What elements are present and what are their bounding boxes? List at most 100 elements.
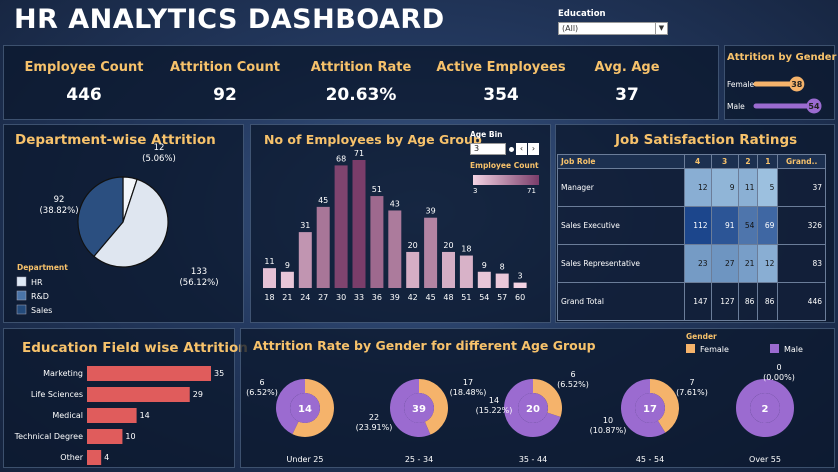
kpi-value: 446 <box>66 85 102 105</box>
job-header: Job Role <box>557 154 685 169</box>
edu-bar <box>87 387 190 402</box>
job-cell: 147 <box>683 282 712 321</box>
donut-legend-label: Female <box>700 345 729 354</box>
age-title: No of Employees by Age Group <box>264 132 482 147</box>
pie-label-pct: (5.06%) <box>142 154 176 164</box>
age-bar <box>263 268 276 288</box>
donut-male-segment <box>621 379 666 437</box>
age-tick-label: 42 <box>408 293 418 302</box>
gender-attrition-title: Attrition by Gender <box>727 52 837 63</box>
pie-label-value: 133 <box>191 267 207 277</box>
age-tick-label: 39 <box>390 293 400 302</box>
donut-legend-title: Gender <box>686 332 717 341</box>
kpi-label: Avg. Age <box>594 60 660 75</box>
donut-male-segment <box>390 379 431 437</box>
donut-label-value: 0 <box>776 363 781 372</box>
donut-label-value: 17 <box>463 378 473 387</box>
donut-total: 2 <box>762 404 769 415</box>
age-bar-label: 31 <box>300 221 310 230</box>
gender-dot <box>806 98 822 114</box>
donut-female-segment <box>292 379 334 437</box>
edu-category-label: Medical <box>52 411 83 420</box>
age-bar <box>316 206 330 288</box>
age-bar <box>459 255 473 288</box>
donut-35-44: 20 <box>504 379 562 437</box>
age-bin-label: Age Bin <box>470 130 503 139</box>
job-header: Grand.. <box>777 154 826 169</box>
pie-label-value: 12 <box>154 143 165 153</box>
dept-legend-swatch <box>16 290 27 301</box>
donut-total: 20 <box>526 404 540 415</box>
education-filter-value: (All) <box>562 24 579 33</box>
gender-label-male: Male <box>727 102 745 111</box>
donut-legend-label: Male <box>784 345 803 354</box>
age-bar-label: 71 <box>354 149 364 158</box>
edu-category-label: Life Sciences <box>31 390 83 399</box>
dept-pie-chart: 12(5.06%) 92(38.82%) 133(56.12%) Department… <box>16 143 219 315</box>
donut-center <box>635 393 665 423</box>
age-tick-label: 51 <box>461 293 471 302</box>
donut-female-segment <box>533 379 562 417</box>
slider-dot-icon[interactable] <box>509 147 514 152</box>
education-filter-select[interactable]: (All) ▼ <box>558 22 668 35</box>
next-icon[interactable]: › <box>528 143 539 155</box>
kpi-label: Attrition Rate <box>310 60 412 75</box>
age-bar-label: 43 <box>390 199 400 208</box>
age-bar <box>406 251 420 288</box>
age-tick-label: 27 <box>318 293 328 302</box>
kpi-active-employees: Active Employees 354 <box>426 60 576 105</box>
gender-value: 54 <box>808 102 820 111</box>
gender-attrition-chart: Female 38 Male 54 <box>727 76 822 114</box>
age-bin-input[interactable]: 3 <box>470 143 506 155</box>
age-legend-title: Employee Count <box>470 161 539 170</box>
age-bar <box>513 282 527 288</box>
age-bar-chart: 1118921312445276830713351364339204239452… <box>263 149 527 302</box>
donut-over-55: 2 <box>736 379 794 437</box>
donut-total: 39 <box>412 404 426 415</box>
prev-icon[interactable]: ‹ <box>516 143 527 155</box>
job-role-cell: Grand Total <box>557 282 685 321</box>
age-bar <box>298 232 312 288</box>
table-row: Sales Representative 23 27 21 12 83 <box>557 244 826 283</box>
age-tick-label: 48 <box>443 293 453 302</box>
age-bar-label: 11 <box>264 257 274 266</box>
age-bar <box>388 210 402 288</box>
age-bar <box>280 271 294 288</box>
job-header: 4 <box>683 154 712 169</box>
age-bar <box>352 160 366 288</box>
donut-group-name: Under 25 <box>287 455 324 464</box>
pie-slice-rd <box>77 176 124 258</box>
age-legend-min: 3 <box>473 187 478 195</box>
age-tick-label: 57 <box>497 293 507 302</box>
pie-label-value: 92 <box>54 195 65 205</box>
age-bar-label: 9 <box>285 261 290 270</box>
pie-slice-sales <box>93 178 169 268</box>
age-tick-label: 21 <box>282 293 292 302</box>
age-bar-label: 18 <box>461 245 471 254</box>
edu-category-label: Other <box>60 453 83 462</box>
job-total-cell: 37 <box>777 168 826 207</box>
donut-label-value: 6 <box>570 370 575 379</box>
chevron-down-icon[interactable]: ▼ <box>655 23 667 34</box>
edu-category-label: Marketing <box>43 369 83 378</box>
job-header: 1 <box>757 154 779 169</box>
donut-25-34: 39 <box>390 379 448 437</box>
kpi-panel <box>3 45 719 120</box>
age-tick-label: 18 <box>264 293 274 302</box>
age-bar <box>424 217 438 288</box>
donut-male-segment <box>736 379 794 437</box>
age-bar <box>370 196 384 288</box>
edu-bar-chart: Marketing 35 Life Sciences 29 Medical 14 Techn… <box>14 366 224 465</box>
kpi-value: 20.63% <box>325 85 397 105</box>
donut-45-54: 17 <box>621 379 679 437</box>
donut-female-segment <box>650 379 679 433</box>
job-cell: 86 <box>757 282 779 321</box>
job-cell: 21 <box>737 244 759 283</box>
donut-total: 14 <box>298 404 312 415</box>
donut-legend-swatch <box>770 344 779 353</box>
page-title: HR ANALYTICS DASHBOARD <box>14 4 445 35</box>
donut-group-name: 45 - 54 <box>636 455 664 464</box>
age-bar <box>495 273 509 288</box>
pie-label-pct: (38.82%) <box>39 206 78 216</box>
table-row: Sales Executive 112 91 54 69 326 <box>557 206 826 245</box>
